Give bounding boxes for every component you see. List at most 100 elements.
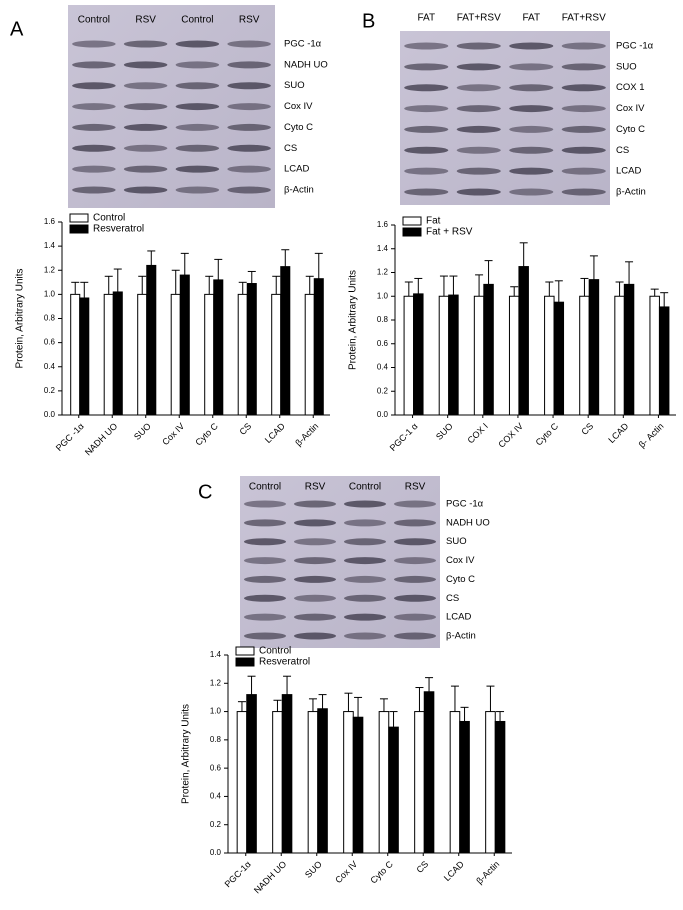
bar [579, 295, 590, 416]
blot-band [227, 144, 271, 152]
blot-band [393, 500, 437, 508]
legend-label: Resveratrol [93, 224, 144, 235]
legend-swatch [235, 646, 255, 656]
blot-column-label: RSV [305, 482, 326, 493]
y-tick-label: 1.0 [210, 707, 222, 716]
blot-band [456, 188, 501, 196]
bar [343, 711, 354, 854]
y-tick-label: 0.2 [44, 386, 56, 395]
y-tick-label: 1.2 [210, 678, 222, 687]
blot-row-label: PGC -1α [284, 39, 322, 50]
blot-column-label: FAT+RSV [562, 13, 606, 24]
y-tick-label: 0.8 [210, 735, 222, 744]
blot-band [509, 167, 554, 175]
blot-band [509, 105, 554, 113]
blot-row-label: COX 1 [616, 82, 645, 93]
blot-band [243, 594, 287, 602]
blot-row-label: Cyto C [284, 122, 313, 133]
blot-band [227, 186, 271, 194]
blot-band [72, 186, 116, 194]
bar [544, 295, 555, 416]
bar [473, 295, 485, 416]
blot-column-label: FAT [417, 13, 435, 24]
blot-band [393, 519, 437, 527]
blot-band [343, 500, 387, 508]
blot-band [227, 82, 271, 90]
bar [459, 720, 470, 854]
blot-band [343, 632, 387, 640]
blot-band [293, 500, 337, 508]
y-tick-label: 0.6 [377, 339, 389, 348]
blot-band [404, 63, 449, 71]
blot-band [243, 538, 287, 546]
bar [378, 711, 390, 854]
blot-band [227, 123, 271, 131]
blot-band [561, 84, 606, 92]
bar [494, 720, 506, 854]
blot-band [243, 613, 287, 621]
blot-band [175, 165, 220, 173]
blot-band [123, 123, 168, 131]
x-tick-label: Cyto C [193, 421, 220, 448]
blot-band [343, 575, 387, 583]
blot-band [456, 42, 501, 50]
blot-band [509, 125, 554, 133]
bar [272, 711, 283, 854]
x-tick-label: SUO [303, 859, 324, 880]
blot-band [404, 125, 449, 133]
x-tick-label: PGC-1α [223, 859, 253, 889]
y-tick-label: 0.2 [377, 386, 389, 395]
blot-band [175, 144, 220, 152]
x-tick-label: CS [414, 859, 430, 875]
x-tick-label: LCAD [442, 859, 466, 883]
blot-band [227, 40, 271, 48]
y-axis-label: Protein, Arbitrary Units [181, 704, 192, 804]
x-tick-label: NADH UO [83, 421, 119, 457]
blot-band [561, 42, 606, 50]
bar [588, 279, 600, 416]
blot-row-label: PGC -1α [616, 41, 654, 52]
x-tick-label: β-Actin [474, 859, 501, 886]
y-tick-label: 1.4 [377, 244, 389, 253]
blot-row-label: Cox IV [616, 103, 645, 114]
bar [179, 274, 190, 416]
blot-column-label: RSV [405, 482, 426, 493]
x-tick-label: CS [579, 421, 595, 437]
blot-band [227, 103, 271, 111]
blot-band [509, 42, 554, 50]
blot-row-label: Cyto C [446, 574, 475, 585]
blot-band [561, 146, 606, 154]
blot-band [404, 188, 449, 196]
blot-row-label: NADH UO [446, 517, 490, 528]
bar [280, 266, 291, 416]
blot-band [123, 186, 168, 194]
bar [146, 264, 157, 416]
blot-band [227, 61, 271, 69]
blot-row-label: β-Actin [446, 631, 476, 642]
blot-row-label: SUO [446, 536, 467, 547]
y-tick-label: 1.6 [377, 220, 389, 229]
bar [313, 278, 324, 416]
blot-band [393, 594, 437, 602]
legend-swatch [402, 227, 422, 237]
y-tick-label: 0.0 [44, 410, 56, 419]
blot-band [509, 63, 554, 71]
blot-band [175, 186, 220, 194]
blot-band [72, 40, 116, 48]
blot-band [175, 103, 220, 111]
y-tick-label: 1.4 [44, 241, 56, 250]
blot-band [72, 103, 116, 111]
x-tick-label: SUO [132, 421, 153, 442]
y-tick-label: 1.0 [44, 289, 56, 298]
y-tick-label: 0.2 [210, 820, 222, 829]
blot-band [456, 84, 501, 92]
blot-band [456, 63, 501, 71]
bar [271, 293, 282, 416]
blot-band [243, 557, 287, 565]
y-tick-label: 0.8 [44, 314, 56, 323]
blot-band [243, 500, 287, 508]
bar [246, 283, 257, 416]
blot-band [561, 105, 606, 113]
blot-row-label: CS [446, 593, 459, 604]
y-tick-label: 1.0 [377, 291, 389, 300]
